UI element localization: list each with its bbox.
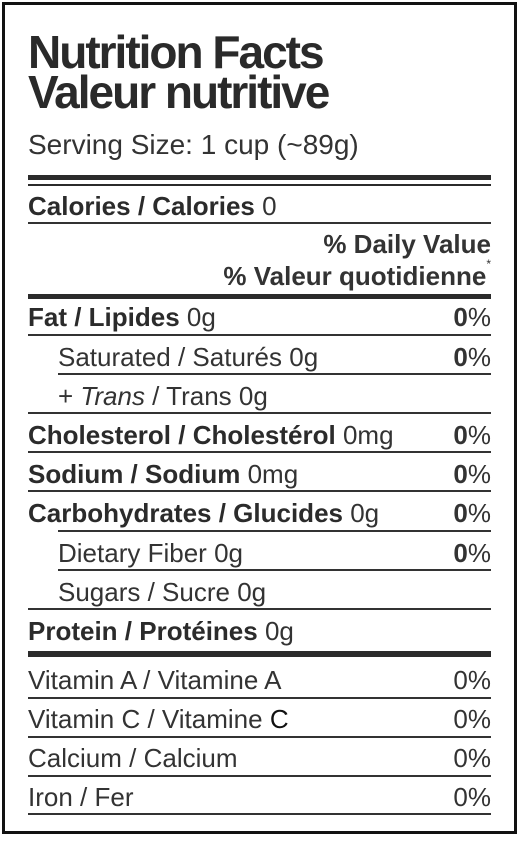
divider: [28, 451, 491, 453]
divider: [28, 736, 491, 738]
thick-divider: [28, 651, 491, 657]
nutrient-amount: 0g: [238, 381, 268, 411]
nutrient-amount: 0g: [237, 577, 267, 607]
divider: [28, 813, 491, 815]
divider: [28, 334, 491, 336]
calories-value: 0: [262, 191, 277, 221]
label-content: Nutrition Facts Valeur nutritive Serving…: [28, 5, 491, 831]
nutrient-label: / Trans: [144, 381, 232, 411]
vitamin-label: Vitamin A / Vitamine A: [28, 665, 282, 695]
daily-value-heading-en: % Daily Value: [323, 229, 491, 259]
divider: [28, 412, 491, 414]
divider: [58, 569, 491, 571]
nutrient-percent: 0%: [453, 459, 491, 489]
nutrient-amount: 0g: [350, 498, 380, 528]
nutrient-row-sugars: Sugars / Sucre 0g: [28, 571, 491, 610]
nutrient-amount: 0g: [289, 342, 319, 372]
divider: [58, 530, 491, 532]
nutrient-percent: 0%: [453, 302, 491, 332]
divider: [28, 775, 491, 777]
vitamin-row-c: Vitamin C / Vitamine C 0%: [28, 704, 491, 734]
nutrient-row-trans: + Trans / Trans 0g: [58, 381, 268, 411]
vitamin-label: Iron / Fer: [28, 782, 134, 812]
nutrient-percent: 0%: [453, 498, 491, 528]
divider: [58, 373, 491, 375]
divider: [28, 184, 491, 186]
nutrient-label: Dietary Fiber: [58, 538, 207, 568]
nutrient-amount: 0mg: [247, 459, 299, 489]
thick-divider: [28, 175, 491, 180]
divider: [28, 222, 491, 224]
nutrient-row-fat: Fat / Lipides 0g 0%: [28, 296, 491, 335]
nutrient-amount: 0g: [186, 302, 216, 332]
vitamin-percent: 0%: [453, 665, 491, 695]
nutrient-amount: 0g: [214, 538, 243, 568]
title-french: Valeur nutritive: [28, 66, 330, 118]
thick-divider: [28, 294, 491, 299]
title-english: Nutrition Facts: [28, 26, 325, 78]
vitamin-label: Calcium / Calcium: [28, 743, 238, 773]
nutrient-row-cholesterol: Cholesterol / Cholestérol 0mg 0%: [28, 414, 491, 453]
nutrient-row-sodium: Sodium / Sodium 0mg 0%: [28, 453, 491, 492]
divider: [28, 697, 491, 699]
serving-size-value: 1 cup (~89g): [200, 129, 359, 160]
divider: [28, 608, 491, 610]
nutrient-row-fiber: Dietary Fiber 0g 0%: [28, 532, 491, 571]
calories-label: Calories / Calories: [28, 191, 255, 221]
nutrient-label: Carbohydrates / Glucides: [28, 498, 343, 528]
vitamin-row-calcium: Calcium / Calcium 0%: [28, 737, 491, 776]
nutrient-percent: 0%: [453, 342, 491, 372]
nutrient-amount: 0g: [264, 616, 294, 646]
nutrient-percent: 0%: [453, 538, 491, 568]
vitamin-percent: 0%: [453, 704, 491, 734]
nutrient-label: Protein / Protéines: [28, 616, 258, 646]
vitamin-percent: 0%: [453, 743, 491, 773]
nutrient-row-protein: Protein / Protéines 0g: [28, 610, 491, 649]
calories-row: Calories / Calories 0: [28, 185, 491, 224]
nutrient-label: Sugars / Sucre: [58, 577, 230, 607]
nutrient-percent: 0%: [453, 420, 491, 450]
nutrient-amount: 0mg: [342, 420, 394, 450]
nutrition-facts-label: Nutrition Facts Valeur nutritive Serving…: [2, 2, 517, 834]
nutrient-row-saturated: Saturated / Saturés 0g 0%: [28, 336, 491, 375]
nutrient-row-carbohydrates: Carbohydrates / Glucides 0g 0%: [28, 492, 491, 531]
vitamin-row-a: Vitamin A / Vitamine A 0%: [28, 659, 491, 698]
footnote-mark: *: [486, 257, 491, 271]
daily-value-heading-fr: % Valeur quotidienne*: [223, 257, 491, 291]
nutrient-label: Sodium / Sodium: [28, 459, 241, 489]
nutrient-label: Cholesterol / Cholestérol: [28, 420, 336, 450]
trans-italic-label: Trans: [80, 381, 145, 411]
nutrient-label: Fat / Lipides: [28, 302, 180, 332]
nutrient-label: Saturated / Saturés: [58, 342, 283, 372]
vitamin-row-iron: Iron / Fer 0%: [28, 776, 491, 815]
divider: [28, 490, 491, 492]
vitamin-percent: 0%: [453, 782, 491, 812]
serving-size: Serving Size: 1 cup (~89g): [28, 129, 359, 161]
vitamin-label: Vitamin C / Vitamine: [28, 704, 263, 734]
serving-size-label: Serving Size:: [28, 129, 193, 160]
